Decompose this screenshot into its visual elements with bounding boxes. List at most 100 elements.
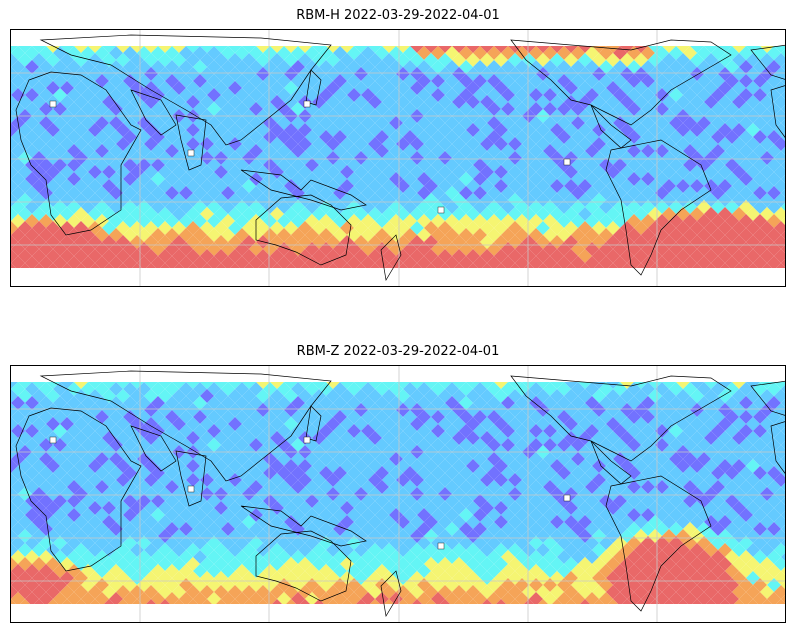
heat-cell: [774, 389, 785, 403]
heat-cell: [774, 207, 785, 221]
heat-cell: [774, 473, 785, 487]
missing-spot: [303, 100, 311, 108]
heat-cell: [11, 235, 18, 249]
heat-cell: [781, 595, 785, 603]
heat-cell: [11, 557, 18, 571]
polar-mask-north: [11, 30, 785, 46]
heat-cell: [11, 543, 18, 557]
heat-cell: [11, 207, 18, 221]
missing-spot: [563, 494, 571, 502]
heat-cell: [11, 515, 18, 529]
heat-cell: [781, 483, 785, 491]
heat-cell: [11, 137, 18, 151]
heat-cell: [11, 585, 18, 599]
heat-cell: [781, 63, 785, 71]
missing-spot: [49, 100, 57, 108]
missing-spot: [187, 149, 195, 157]
heat-cell: [11, 221, 18, 235]
heat-cell: [11, 389, 18, 403]
heat-cell: [774, 585, 785, 599]
heat-cell: [781, 567, 785, 575]
missing-data-spots: [49, 436, 571, 550]
gridlines: [11, 30, 785, 286]
heat-cell: [781, 133, 785, 141]
heat-cell: [774, 557, 785, 571]
heat-cell: [11, 81, 18, 95]
heat-cell: [11, 403, 18, 417]
heat-cell: [781, 581, 785, 589]
heat-cell: [781, 161, 785, 169]
heat-cell: [774, 151, 785, 165]
heat-cells: [11, 375, 785, 622]
heat-cell: [774, 571, 785, 585]
heat-cell: [11, 431, 18, 445]
heat-cell: [11, 249, 18, 263]
heat-cell: [11, 123, 18, 137]
heat-cell: [774, 501, 785, 515]
heat-cell: [11, 529, 18, 543]
heat-cell: [774, 53, 785, 67]
coastlines: [15, 370, 785, 617]
polar-mask-south: [11, 604, 785, 622]
heat-cell: [774, 487, 785, 501]
heat-cell: [774, 515, 785, 529]
heat-cells: [11, 39, 785, 286]
heat-cell: [781, 245, 785, 253]
heat-cell: [11, 165, 18, 179]
polar-mask-south: [11, 268, 785, 286]
heat-cell: [781, 217, 785, 225]
heat-cell: [781, 203, 785, 211]
heat-cell: [774, 235, 785, 249]
heat-cell: [781, 91, 785, 99]
heat-cell: [781, 511, 785, 519]
heat-cell: [781, 399, 785, 407]
heat-cell: [781, 189, 785, 197]
heat-cell: [11, 459, 18, 473]
heat-cell: [774, 179, 785, 193]
heat-cell: [11, 67, 18, 81]
heat-cell: [774, 403, 785, 417]
heat-cell: [781, 105, 785, 113]
heat-cell: [11, 417, 18, 431]
heat-cell: [774, 249, 785, 263]
heat-cell: [781, 469, 785, 477]
missing-spot: [49, 436, 57, 444]
map-panel-bottom: [10, 365, 786, 623]
heat-cell: [11, 53, 18, 67]
heat-cell: [774, 165, 785, 179]
heat-cell: [781, 175, 785, 183]
heat-cell: [774, 193, 785, 207]
heat-cell: [774, 137, 785, 151]
heat-cell: [781, 385, 785, 393]
heat-cell: [781, 427, 785, 435]
heat-cell: [11, 501, 18, 515]
heat-cell: [774, 221, 785, 235]
heat-cell: [774, 67, 785, 81]
map-svg-bottom: [11, 366, 785, 622]
missing-spot: [563, 158, 571, 166]
heat-cell: [11, 193, 18, 207]
panel-title-top: RBM-H 2022-03-29-2022-04-01: [296, 8, 500, 23]
heat-cell: [774, 431, 785, 445]
panel-title-bottom: RBM-Z 2022-03-29-2022-04-01: [296, 344, 500, 359]
heat-cell: [781, 119, 785, 127]
missing-spot: [187, 485, 195, 493]
heat-cell: [781, 455, 785, 463]
polar-mask-north: [11, 366, 785, 382]
heat-cell: [781, 231, 785, 239]
coastlines: [15, 34, 785, 281]
map-svg-top: [11, 30, 785, 286]
gridlines: [11, 366, 785, 622]
heat-cell: [11, 179, 18, 193]
heat-cell: [11, 487, 18, 501]
heat-cell: [11, 571, 18, 585]
missing-data-spots: [49, 100, 571, 214]
heat-cell: [774, 529, 785, 543]
map-panel-top: [10, 29, 786, 287]
heat-cell: [781, 497, 785, 505]
heat-cell: [781, 525, 785, 533]
heat-cell: [781, 441, 785, 449]
missing-spot: [437, 206, 445, 214]
heat-cell: [781, 553, 785, 561]
heat-cell: [11, 473, 18, 487]
